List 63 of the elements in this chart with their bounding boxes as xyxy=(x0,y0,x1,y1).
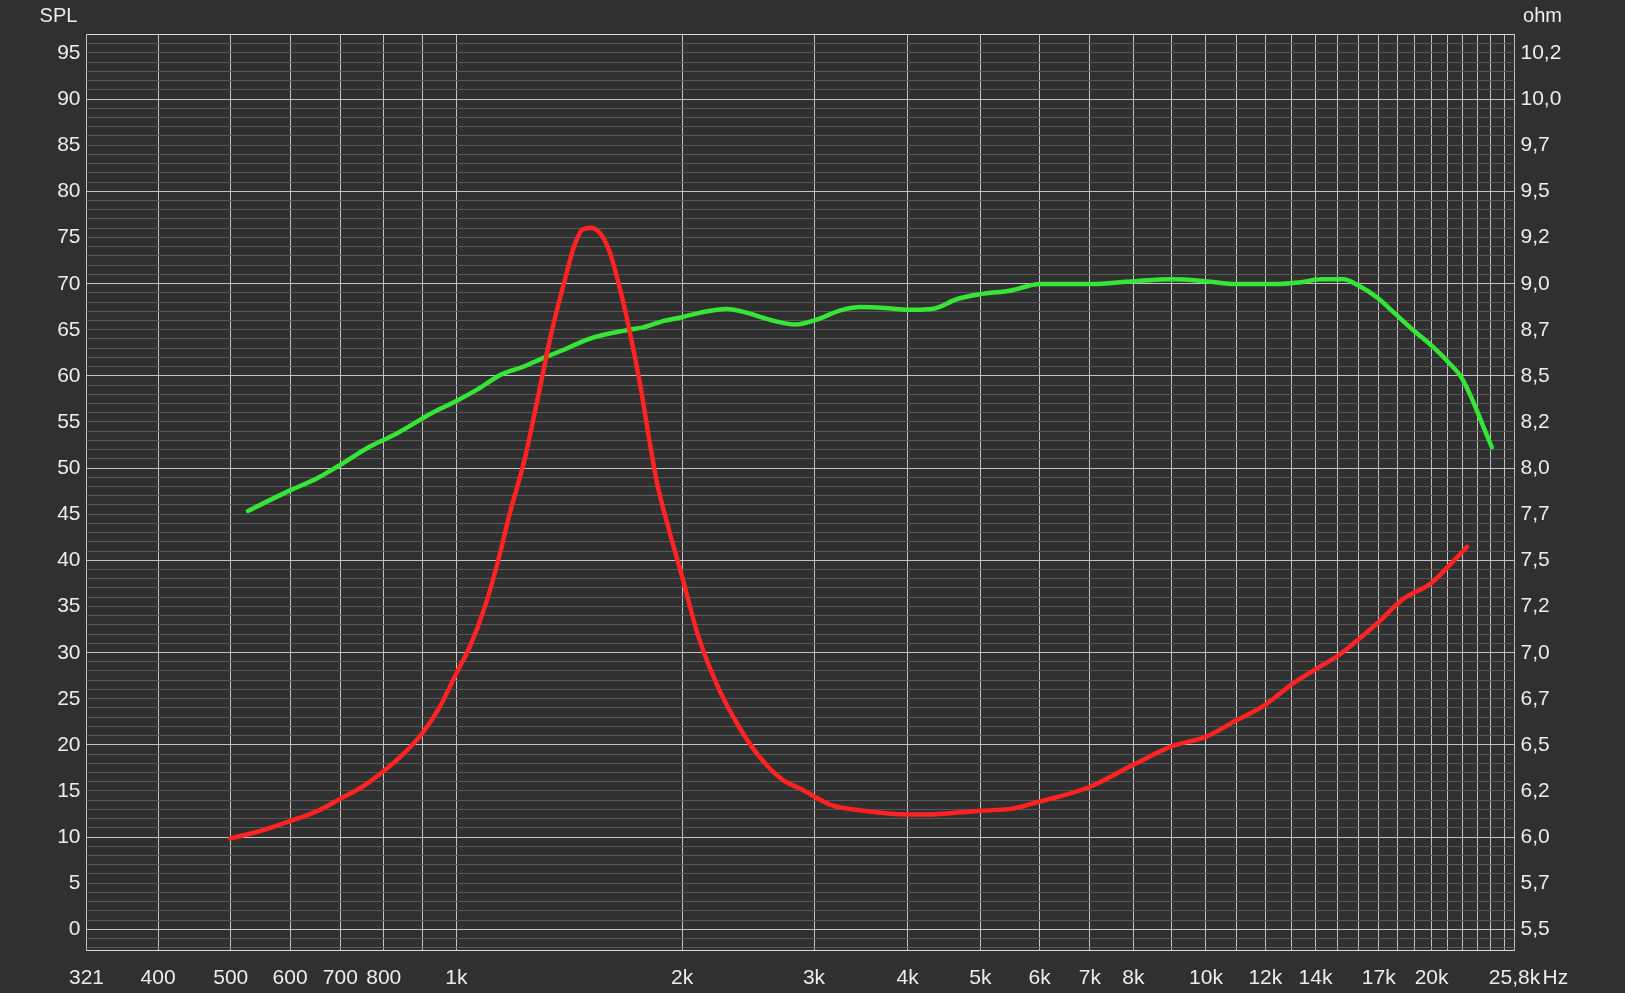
x-tick-label: 800 xyxy=(366,964,402,988)
y-axis-title: SPL xyxy=(39,3,78,26)
y2-tick-label: 9,7 xyxy=(1520,132,1550,156)
y2-tick-label: 8,0 xyxy=(1520,455,1550,479)
y-tick-label: 55 xyxy=(57,408,81,432)
x-tick-label: 5k xyxy=(969,964,992,988)
x-tick-label: 8k xyxy=(1122,964,1145,988)
y-tick-label: 40 xyxy=(57,547,81,571)
y2-tick-label: 10,0 xyxy=(1520,86,1562,110)
y-tick-label: 65 xyxy=(57,316,81,340)
y2-tick-label: 7,5 xyxy=(1520,547,1550,571)
y2-axis-title: ohm xyxy=(1523,3,1562,26)
y-tick-label: 15 xyxy=(57,777,81,801)
x-tick-label: 600 xyxy=(272,964,308,988)
y2-tick-label: 8,2 xyxy=(1520,408,1550,432)
y2-tick-label: 6,2 xyxy=(1520,777,1550,801)
x-tick-label: 17k xyxy=(1361,964,1397,988)
y-tick-label: 45 xyxy=(57,501,81,525)
x-tick-label: 321 xyxy=(68,964,105,988)
x-tick-label: 12k xyxy=(1248,964,1283,988)
y-tick-label: 90 xyxy=(57,86,81,110)
y2-tick-label: 9,2 xyxy=(1520,224,1550,248)
y2-tick-label: 8,5 xyxy=(1520,362,1550,386)
y-tick-label: 5 xyxy=(68,870,81,894)
y2-tick-label: 7,0 xyxy=(1520,639,1550,663)
y2-tick-label: 8,7 xyxy=(1520,316,1550,340)
y-tick-label: 75 xyxy=(57,224,81,248)
y2-tick-label: 9,5 xyxy=(1520,178,1550,202)
x-tick-label: 10k xyxy=(1189,964,1224,988)
x-tick-label: 500 xyxy=(213,964,249,988)
x-tick-label: 700 xyxy=(322,964,358,988)
y2-tick-label: 9,0 xyxy=(1520,270,1550,294)
y-tick-label: 80 xyxy=(57,178,81,202)
x-tick-label: 2k xyxy=(670,964,694,988)
y-tick-label: 30 xyxy=(57,639,81,663)
x-tick-label: 1k xyxy=(445,964,468,988)
x-tick-label: 4k xyxy=(896,964,920,988)
x-tick-label: 14k xyxy=(1298,964,1333,988)
x-tick-label: 7k xyxy=(1078,964,1102,988)
x-axis-title: Hz xyxy=(1542,964,1569,988)
y2-tick-label: 6,5 xyxy=(1520,731,1550,755)
y-tick-label: 35 xyxy=(57,593,81,617)
y-tick-label: 95 xyxy=(57,39,81,63)
y-tick-label: 50 xyxy=(57,455,81,479)
y2-tick-label: 6,7 xyxy=(1520,685,1550,709)
y2-tick-label: 5,7 xyxy=(1520,870,1550,894)
y-tick-label: 20 xyxy=(57,731,81,755)
y-tick-label: 70 xyxy=(57,270,81,294)
y2-tick-label: 6,0 xyxy=(1520,824,1550,848)
x-tick-label: 20k xyxy=(1414,964,1450,988)
x-tick-label: 3k xyxy=(802,964,826,988)
y2-tick-label: 10,2 xyxy=(1520,39,1562,63)
y-tick-label: 10 xyxy=(57,824,81,848)
y-tick-label: 25 xyxy=(57,685,81,709)
y-tick-label: 0 xyxy=(68,916,81,940)
x-tick-label: 400 xyxy=(140,964,176,988)
y-tick-label: 85 xyxy=(57,132,81,156)
y2-tick-label: 7,7 xyxy=(1520,501,1550,525)
y-tick-label: 60 xyxy=(57,362,81,386)
y2-tick-label: 7,2 xyxy=(1520,593,1550,617)
x-tick-label: 6k xyxy=(1028,964,1052,988)
y2-tick-label: 5,5 xyxy=(1520,916,1550,940)
x-tick-label: 25,8k xyxy=(1488,964,1541,988)
